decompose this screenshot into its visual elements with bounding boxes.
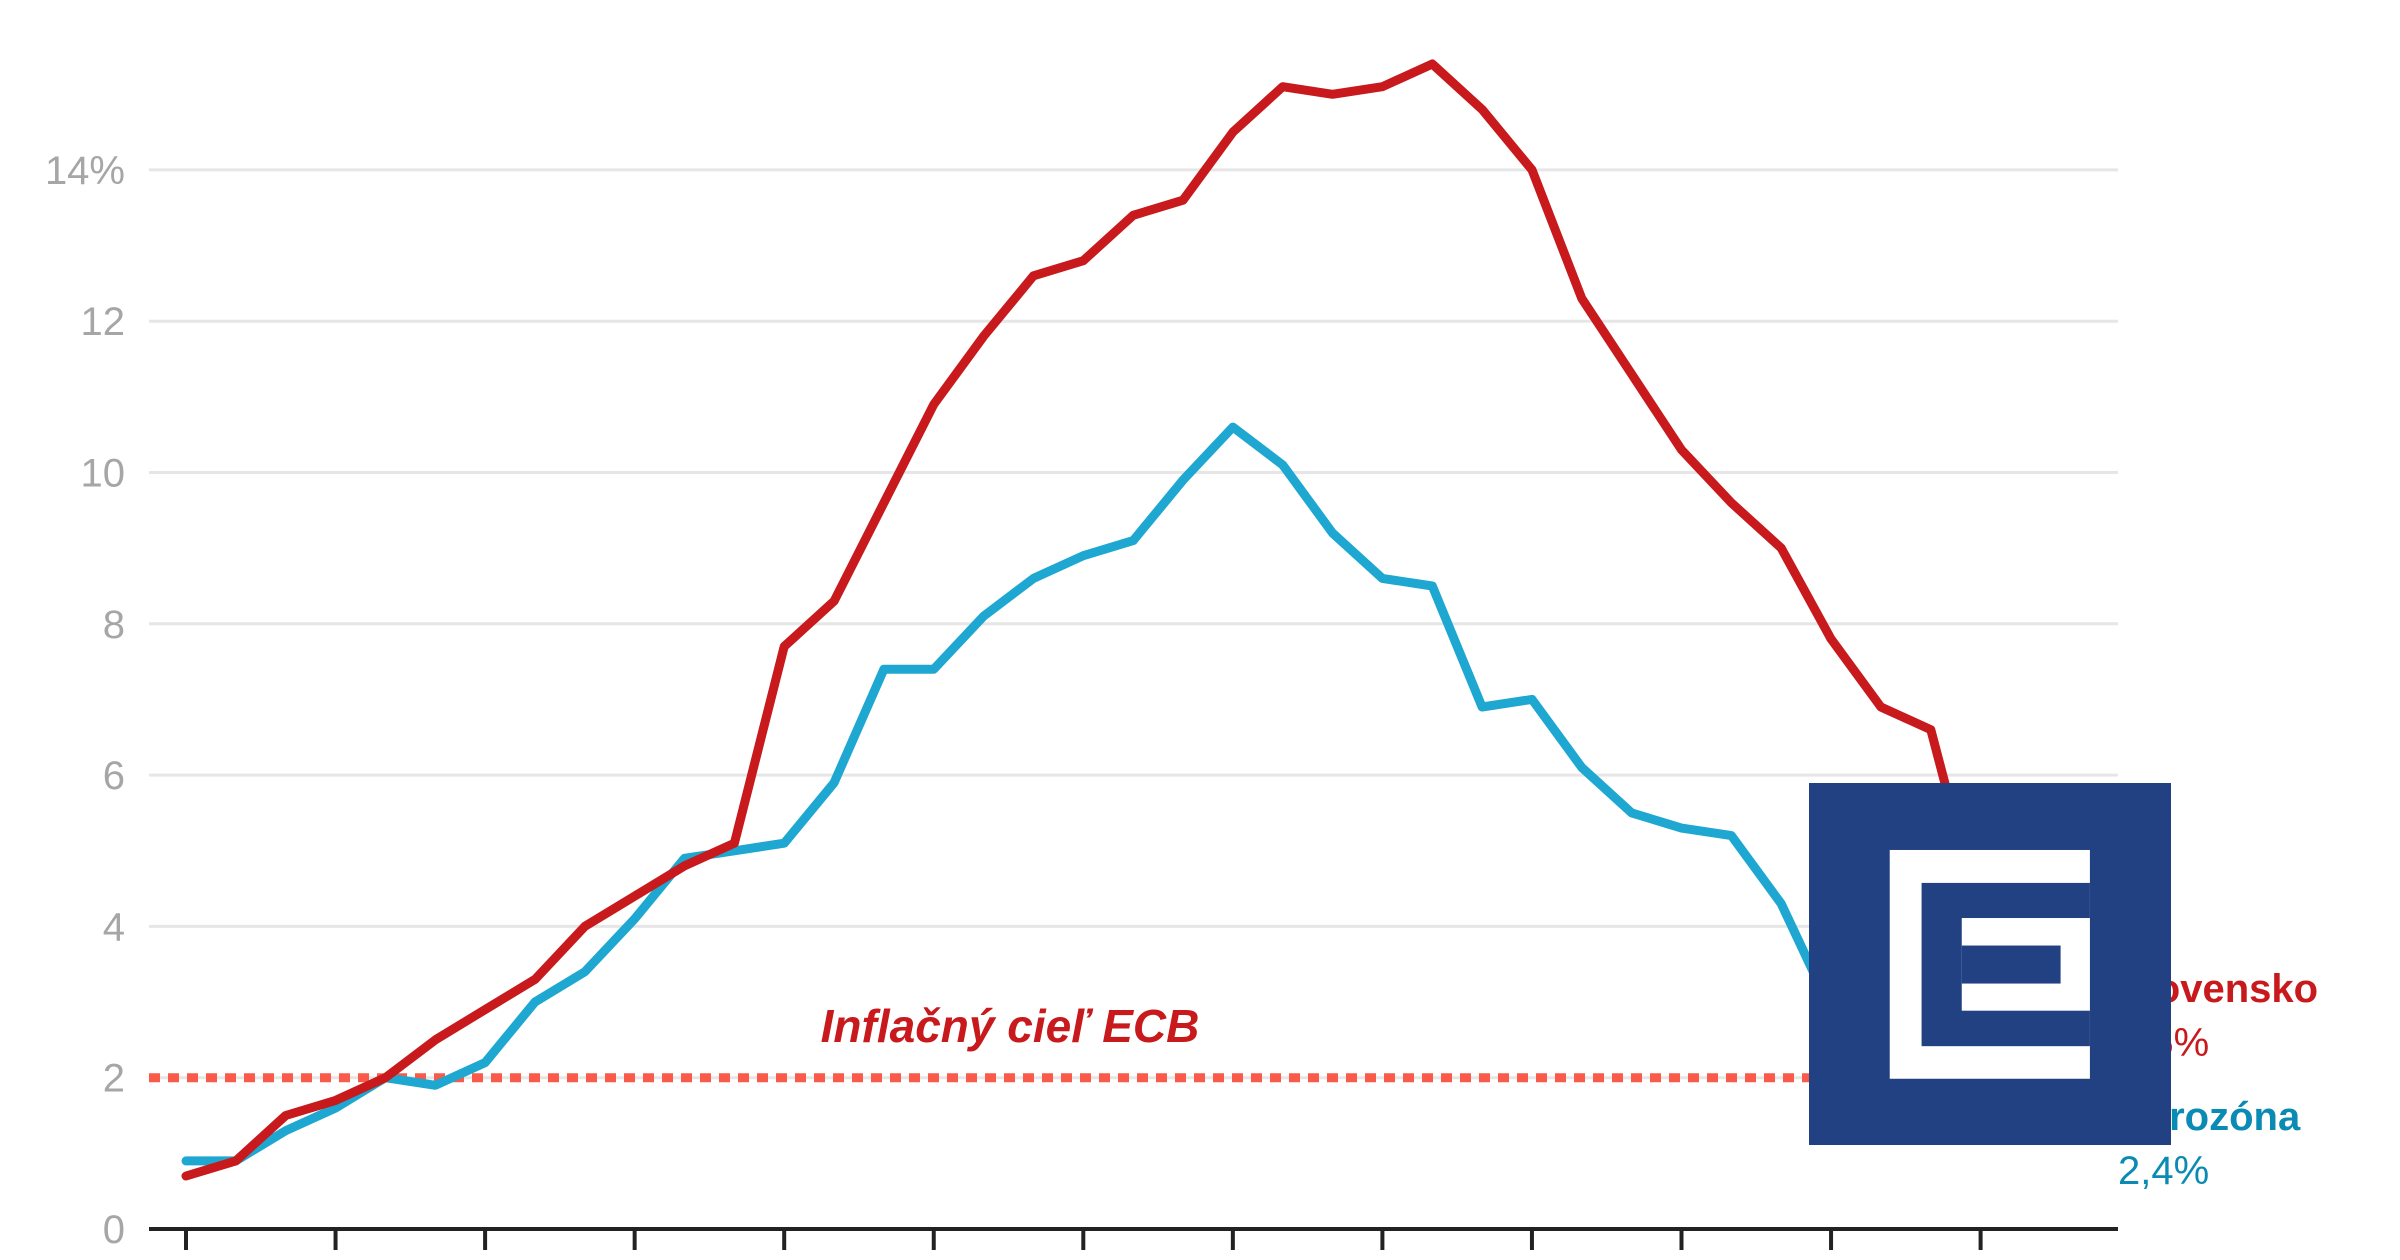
company-logo: [1809, 783, 2171, 1145]
y-tick-label: 14%: [45, 149, 125, 193]
value-eurozona: 2,4%: [2118, 1149, 2209, 1193]
gridlines: [149, 168, 2118, 1080]
y-tick-label: 0: [103, 1208, 125, 1252]
y-tick-label: 10: [81, 452, 126, 496]
x-axis-ticks: [184, 1229, 1983, 1250]
series-lines: [181, 59, 2085, 1181]
logo-e-icon: [1809, 783, 2171, 1145]
y-tick-label: 8: [103, 603, 125, 647]
ecb-target-annotation: Inflačný cieľ ECB: [821, 1000, 1200, 1052]
series-line-slovensko: [181, 59, 2085, 1181]
y-tick-label: 2: [103, 1057, 125, 1101]
y-tick-label: 12: [81, 300, 126, 344]
y-tick-label: 4: [103, 905, 125, 949]
y-axis-tick-labels: 0 2 4 6 8 10 12 14%: [45, 149, 125, 1252]
y-tick-label: 6: [103, 754, 125, 798]
series-line-eurozona: [181, 422, 2085, 1166]
